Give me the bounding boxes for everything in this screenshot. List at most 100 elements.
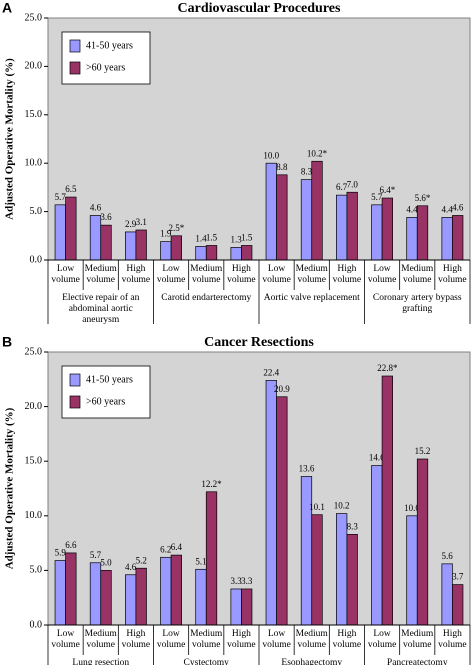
x-tick-label-box: Low volume [51, 264, 80, 285]
group-label-box: Lung resection [72, 658, 129, 665]
y-tick-label: 15.0 [25, 455, 43, 466]
x-tick-label: Low volume [262, 264, 291, 285]
y-tick-label: 5.0 [30, 206, 43, 217]
group-label: Cystectomy [183, 658, 229, 665]
value-label: 1.4 [195, 234, 207, 244]
x-tick-label: Low volume [367, 264, 397, 285]
bar [300, 179, 313, 261]
legend-label: >60 years [86, 396, 125, 407]
x-tick-label: High volume [438, 629, 467, 650]
value-label: 13.6 [299, 464, 315, 474]
bar [276, 174, 288, 261]
legend-swatch [69, 61, 81, 75]
x-tick-label: Medium volume [84, 629, 117, 650]
value-label: 6.4 [171, 542, 183, 552]
value-label: 1.5 [206, 233, 218, 243]
panel-letter: B [2, 334, 12, 350]
x-tick-label: High volume [332, 629, 362, 650]
group-label: Coronary artery bypass grafting [372, 293, 462, 314]
bar [346, 191, 358, 261]
value-label: 10.2* [307, 148, 328, 158]
x-tick-label-box: Medium volume [190, 264, 222, 285]
value-label: 22.4 [263, 367, 279, 377]
y-tick-label: 10.0 [25, 510, 43, 521]
value-label: 6.4* [379, 185, 395, 195]
y-tick-label: 10.0 [25, 157, 43, 168]
value-label: 4.4 [406, 204, 418, 214]
group-label: Carotid endarterectomy [161, 293, 252, 303]
x-tick-label-box: Medium volume [401, 629, 433, 650]
bar [170, 554, 182, 626]
panel-letter: A [2, 0, 12, 16]
value-label: 5.6* [415, 193, 431, 203]
value-label: 10.1 [309, 502, 325, 512]
group-label-box: Coronary artery bypass grafting [372, 293, 462, 314]
bar [54, 560, 66, 626]
x-tick-label-box: Medium volume [295, 264, 328, 285]
x-tick-label-box: Low volume [367, 264, 397, 285]
y-tick-label: 20.0 [25, 61, 43, 72]
y-tick-label: 25.0 [25, 12, 43, 23]
x-tick-label-box: Medium volume [85, 264, 117, 285]
value-label: 3.6 [100, 212, 112, 222]
bar [276, 396, 288, 626]
bar [195, 568, 207, 626]
x-tick-label-box: High volume [121, 629, 151, 650]
x-tick-label: Medium volume [295, 264, 328, 285]
x-tick-label-box: Low volume [156, 629, 186, 650]
value-label: 1.5 [241, 233, 253, 243]
y-tick-label: 0.0 [30, 254, 43, 265]
x-tick-label: Low volume [156, 629, 186, 650]
bar [441, 217, 453, 261]
bar [371, 465, 383, 626]
group-label: Elective repair of an abdominal aortic a… [62, 293, 140, 325]
group-label-box: Pancreatectomy [387, 658, 448, 665]
y-tick-label: 20.0 [25, 401, 43, 412]
bar [241, 245, 253, 261]
legend-label: >60 years [86, 62, 125, 73]
value-label: 6.7 [336, 182, 348, 192]
value-label: 2.9 [125, 219, 137, 229]
x-tick-label-box: High volume [227, 264, 256, 285]
y-axis-label: Adjusted Operative Mortality (%) [4, 407, 16, 569]
value-label: 4.6 [452, 203, 464, 213]
value-label: 3.3 [241, 576, 253, 586]
value-label: 5.1 [195, 556, 206, 566]
value-label: 2.5* [168, 223, 184, 233]
value-label: 5.2 [136, 555, 147, 565]
value-label: 4.4 [442, 204, 454, 214]
bar [371, 204, 383, 261]
bar [170, 235, 182, 261]
chart-title: Cancer Resections [204, 335, 314, 350]
x-tick-label-box: Medium volume [296, 629, 328, 650]
bar [100, 224, 112, 261]
chart-title: Cardiovascular Procedures [178, 1, 341, 16]
bar [135, 229, 147, 261]
bar [100, 570, 112, 626]
legend-label: 41-50 years [86, 374, 133, 385]
bar [205, 245, 218, 261]
x-tick-label: High volume [121, 629, 151, 650]
value-label: 6.6 [65, 540, 77, 550]
bar [54, 204, 66, 261]
y-tick-label: 25.0 [25, 346, 43, 357]
x-tick-label: Low volume [51, 629, 80, 650]
y-tick-label: 5.0 [30, 565, 43, 576]
x-tick-label-box: Low volume [157, 264, 186, 285]
bar [195, 246, 207, 261]
x-tick-label: High volume [227, 629, 256, 650]
x-tick-label: Low volume [51, 264, 80, 285]
value-label: 7.0 [347, 179, 359, 189]
bar [300, 476, 313, 626]
bar [125, 231, 137, 261]
x-tick-label-box: Medium volume [190, 629, 222, 650]
bar [346, 534, 358, 626]
y-tick-label: 15.0 [25, 109, 43, 120]
bar [265, 380, 277, 626]
x-tick-label-box: High volume [438, 264, 467, 285]
value-label: 5.9 [55, 548, 67, 558]
legend-swatch [69, 373, 81, 387]
value-label: 1.9 [160, 229, 172, 239]
group-label-box: Cystectomy [183, 658, 229, 665]
x-tick-label: Low volume [262, 629, 291, 650]
